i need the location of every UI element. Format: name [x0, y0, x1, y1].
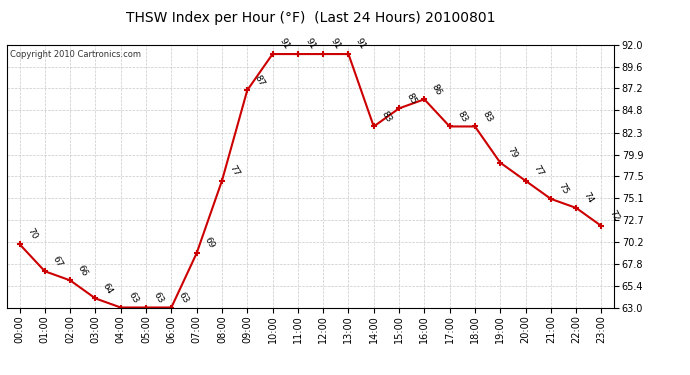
Text: 83: 83 — [480, 109, 494, 124]
Text: Copyright 2010 Cartronics.com: Copyright 2010 Cartronics.com — [10, 50, 141, 59]
Text: 67: 67 — [50, 254, 64, 268]
Text: 63: 63 — [177, 290, 190, 305]
Text: 83: 83 — [380, 109, 393, 124]
Text: 83: 83 — [455, 109, 469, 124]
Text: 87: 87 — [253, 73, 266, 87]
Text: 72: 72 — [607, 209, 620, 223]
Text: 85: 85 — [404, 91, 418, 106]
Text: 63: 63 — [152, 290, 165, 305]
Text: 91: 91 — [354, 37, 368, 51]
Text: 91: 91 — [304, 37, 317, 51]
Text: 69: 69 — [202, 236, 216, 250]
Text: 77: 77 — [228, 164, 241, 178]
Text: 79: 79 — [506, 146, 520, 160]
Text: 75: 75 — [556, 182, 570, 196]
Text: THSW Index per Hour (°F)  (Last 24 Hours) 20100801: THSW Index per Hour (°F) (Last 24 Hours)… — [126, 11, 495, 25]
Text: 91: 91 — [278, 37, 292, 51]
Text: 86: 86 — [430, 82, 444, 96]
Text: 77: 77 — [531, 164, 544, 178]
Text: 70: 70 — [25, 227, 39, 242]
Text: 91: 91 — [328, 37, 342, 51]
Text: 63: 63 — [126, 290, 140, 305]
Text: 74: 74 — [582, 191, 595, 205]
Text: 64: 64 — [101, 281, 115, 296]
Text: 66: 66 — [76, 263, 89, 278]
